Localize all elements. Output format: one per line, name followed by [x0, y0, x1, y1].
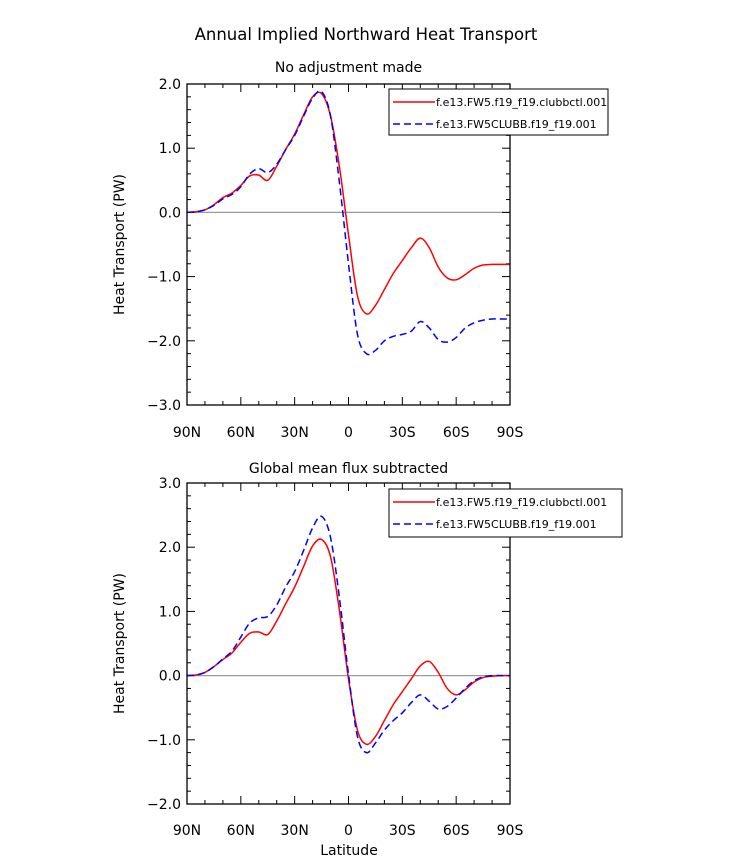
x-tick-label: 90S: [497, 425, 524, 441]
y-axis-label: Heat Transport (PW): [112, 174, 128, 315]
y-tick-label: 2.0: [159, 540, 181, 556]
y-tick-label: −2.0: [147, 334, 181, 350]
series-line-ctl: [186, 538, 511, 746]
x-tick-label: 90N: [173, 823, 201, 839]
y-tick-label: −1.0: [147, 733, 181, 749]
series-line-clubb: [186, 90, 510, 356]
y-tick-label: −2.0: [147, 797, 181, 813]
x-tick-label: 60N: [227, 425, 255, 441]
legend-label: f.e13.FW5.f19_f19.clubbctl.001: [436, 96, 607, 109]
x-axis-label: Latitude: [320, 843, 378, 859]
x-tick-label: 60N: [227, 823, 255, 839]
series-line-clubb: [186, 515, 510, 754]
x-tick-label: 0: [344, 823, 353, 839]
x-tick-label: 30N: [281, 823, 309, 839]
panel-subtitle: Global mean flux subtracted: [249, 461, 448, 477]
y-tick-label: 0.0: [159, 205, 181, 221]
series-line-ctl: [186, 91, 510, 315]
plot-frame: [186, 83, 511, 406]
x-tick-label: 60S: [443, 823, 470, 839]
panel-top: No adjustment made Heat Transport (PW) 2.0…: [112, 60, 609, 441]
x-tick-label: 90N: [173, 425, 201, 441]
x-tick-label: 0: [344, 425, 353, 441]
y-tick-label: 3.0: [159, 476, 181, 492]
legend-box: [388, 488, 623, 538]
legend-label: f.e13.FW5CLUBB.f19_f19.001: [436, 518, 597, 531]
y-tick-label: 0.0: [159, 669, 181, 685]
x-tick-label: 30S: [389, 823, 416, 839]
legend-box: [388, 88, 609, 136]
legend: f.e13.FW5.f19_f19.clubbctl.001 f.e13.FW5C…: [388, 488, 623, 538]
panel-bottom: Global mean flux subtracted Heat Transpor…: [112, 461, 623, 839]
y-tick-label: −1.0: [147, 270, 181, 286]
y-tick-label: 2.0: [159, 77, 181, 93]
legend-label: f.e13.FW5CLUBB.f19_f19.001: [436, 118, 597, 131]
y-axis-label: Heat Transport (PW): [112, 573, 128, 714]
x-tick-label: 30S: [389, 425, 416, 441]
y-tick-label: 1.0: [159, 141, 181, 157]
figure-title: Annual Implied Northward Heat Transport: [195, 25, 538, 44]
legend: f.e13.FW5.f19_f19.clubbctl.001 f.e13.FW5C…: [388, 88, 609, 136]
panel-subtitle: No adjustment made: [275, 60, 422, 76]
x-tick-label: 60S: [443, 425, 470, 441]
legend-label: f.e13.FW5.f19_f19.clubbctl.001: [436, 496, 607, 509]
x-tick-label: 90S: [497, 823, 524, 839]
plot-frame: [186, 482, 511, 805]
x-tick-label: 30N: [281, 425, 309, 441]
y-tick-label: 1.0: [159, 604, 181, 620]
y-tick-label: −3.0: [147, 398, 181, 414]
